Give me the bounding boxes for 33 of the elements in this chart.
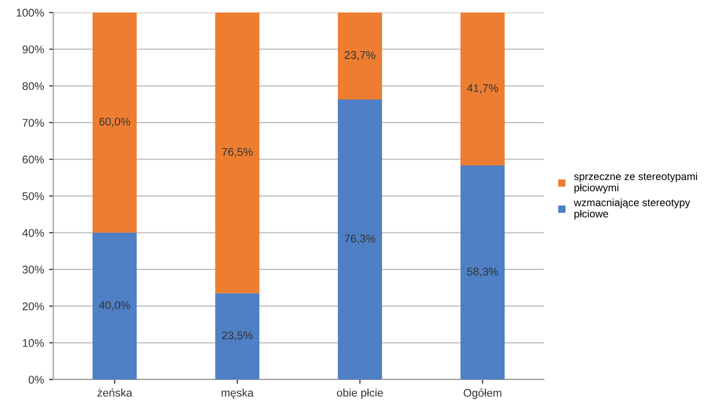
y-tick-label: 20% [22,302,44,310]
data-label: 23,7% [344,51,376,60]
y-tick-label: 90% [22,45,44,54]
bar [338,12,382,100]
x-tick-label: obie płcie [336,388,383,399]
bar [215,12,260,294]
data-label: 41,7% [467,84,498,94]
x-tick-label: żeńska [97,388,132,397]
y-tick-label: 100% [16,8,44,17]
x-tick-label: Ogółem [464,388,502,399]
x-tick-label: męska [222,388,254,399]
y-tick-label: 30% [22,266,44,274]
y-tick-label: 70% [22,118,44,127]
y-tick-label: 40% [22,228,44,237]
data-label: 76,5% [222,148,253,158]
bar [92,12,137,233]
bar [460,166,505,380]
y-tick-label: 60% [22,156,44,164]
data-label: 40,0% [99,301,130,310]
bar [92,232,137,380]
bar [215,293,260,380]
bar [460,12,505,166]
legend-label: sprzeczne ze stereotypami płciowymi [574,172,698,194]
bar [338,99,382,380]
legend-label: wzmacniające stereotypy płciowe [574,198,690,220]
data-label: 58,3% [467,268,498,277]
data-label: 23,5% [222,331,253,341]
data-label: 60,0% [99,118,130,127]
y-tick-label: 0% [28,376,44,384]
y-tick-label: 50% [22,192,44,200]
y-tick-label: 10% [22,339,44,347]
data-label: 76,3% [344,234,376,244]
y-tick-label: 80% [22,82,44,90]
